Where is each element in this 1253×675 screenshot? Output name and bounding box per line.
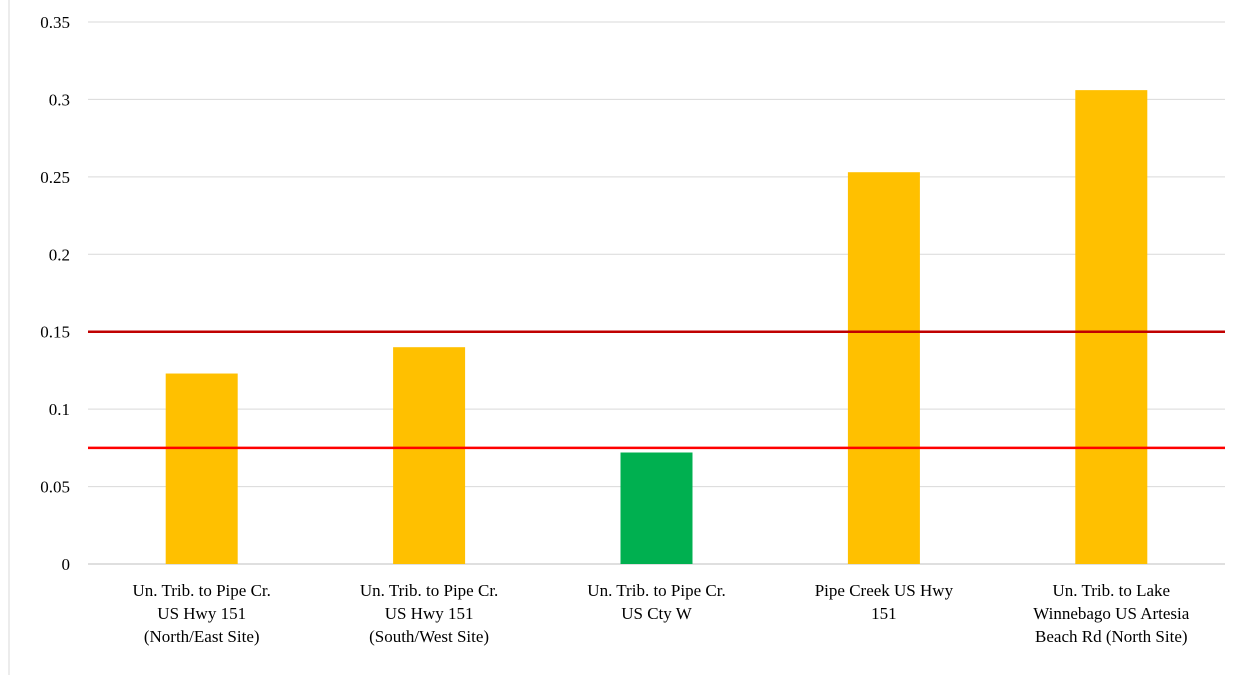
reference-lines [88, 330, 1225, 450]
x-category-label: Un. Trib. to Lake Winnebago US Artesia Bea… [1033, 581, 1190, 646]
y-tick-label: 0.15 [40, 323, 70, 342]
x-axis-category-labels: Un. Trib. to Pipe Cr. US Hwy 151 (North/Ea… [132, 581, 1189, 646]
bar [847, 172, 920, 564]
bars [165, 90, 1148, 564]
y-tick-label: 0 [62, 555, 71, 574]
x-category-label: Un. Trib. to Pipe Cr. US Hwy 151 (North/Ea… [132, 581, 270, 646]
x-category-label: Pipe Creek US Hwy 151 [815, 581, 954, 623]
x-category-label: Un. Trib. to Pipe Cr. US Hwy 151 (South/We… [360, 581, 498, 646]
y-tick-label: 0.3 [49, 90, 70, 109]
y-tick-label: 0.2 [49, 245, 70, 264]
bar [1075, 90, 1148, 564]
y-axis-tick-labels: 0 0.05 0.1 0.15 0.2 0.25 0.3 0.35 [40, 13, 70, 574]
y-tick-label: 0.25 [40, 168, 70, 187]
bar [620, 452, 693, 564]
y-tick-label: 0.05 [40, 478, 70, 497]
y-tick-label: 0.35 [40, 13, 70, 32]
bar [165, 373, 238, 564]
y-tick-label: 0.1 [49, 400, 70, 419]
x-category-label: Un. Trib. to Pipe Cr. US Cty W [587, 581, 725, 623]
bar [393, 347, 466, 564]
